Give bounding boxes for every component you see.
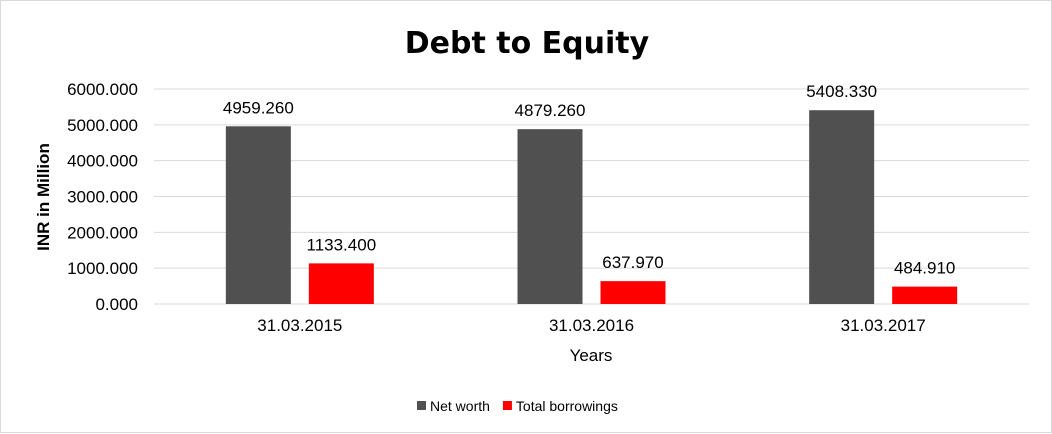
legend-swatch [417, 401, 426, 410]
x-axis-ticks: 31.03.2015 31.03.2016 31.03.2017 [257, 316, 925, 335]
data-label: 484.910 [894, 259, 955, 278]
y-tick-label: 1000.000 [67, 259, 138, 278]
y-tick-label: 0.000 [95, 295, 138, 314]
y-axis-title: INR in Million [34, 143, 53, 251]
bar-net-worth [225, 126, 291, 304]
data-label: 4879.260 [515, 101, 586, 120]
bars [225, 110, 958, 304]
legend-swatch [502, 401, 512, 410]
bar-net-worth [809, 110, 875, 304]
data-label: 4959.260 [223, 98, 294, 117]
y-tick-label: 4000.000 [67, 152, 138, 171]
y-tick-label: 3000.000 [67, 188, 138, 207]
data-label: 637.970 [602, 253, 663, 272]
bar-net-worth [517, 129, 583, 304]
x-axis-title: Years [570, 346, 613, 365]
chart-title: Debt to Equity [405, 26, 650, 61]
bar-total-borrowings [892, 286, 958, 304]
x-tick-label: 31.03.2016 [549, 316, 634, 335]
legend-label: Net worth [430, 398, 490, 414]
bar-total-borrowings [308, 263, 374, 304]
data-labels: 4959.260 1133.400 4879.260 637.970 5408.330 4… [223, 82, 956, 277]
x-tick-label: 31.03.2015 [257, 316, 342, 335]
y-tick-label: 2000.000 [67, 223, 138, 242]
gridlines [154, 88, 1029, 305]
y-axis-ticks: 0.000 1000.000 2000.000 3000.000 4000.000 500… [67, 80, 138, 314]
legend: Net worth Total borrowings [417, 398, 618, 414]
x-tick-label: 31.03.2017 [841, 316, 926, 335]
data-label: 5408.330 [806, 82, 877, 101]
y-tick-label: 5000.000 [67, 116, 138, 135]
data-label: 1133.400 [307, 235, 377, 254]
y-tick-label: 6000.000 [67, 80, 138, 99]
legend-label: Total borrowings [516, 398, 618, 414]
bar-total-borrowings [600, 281, 666, 304]
